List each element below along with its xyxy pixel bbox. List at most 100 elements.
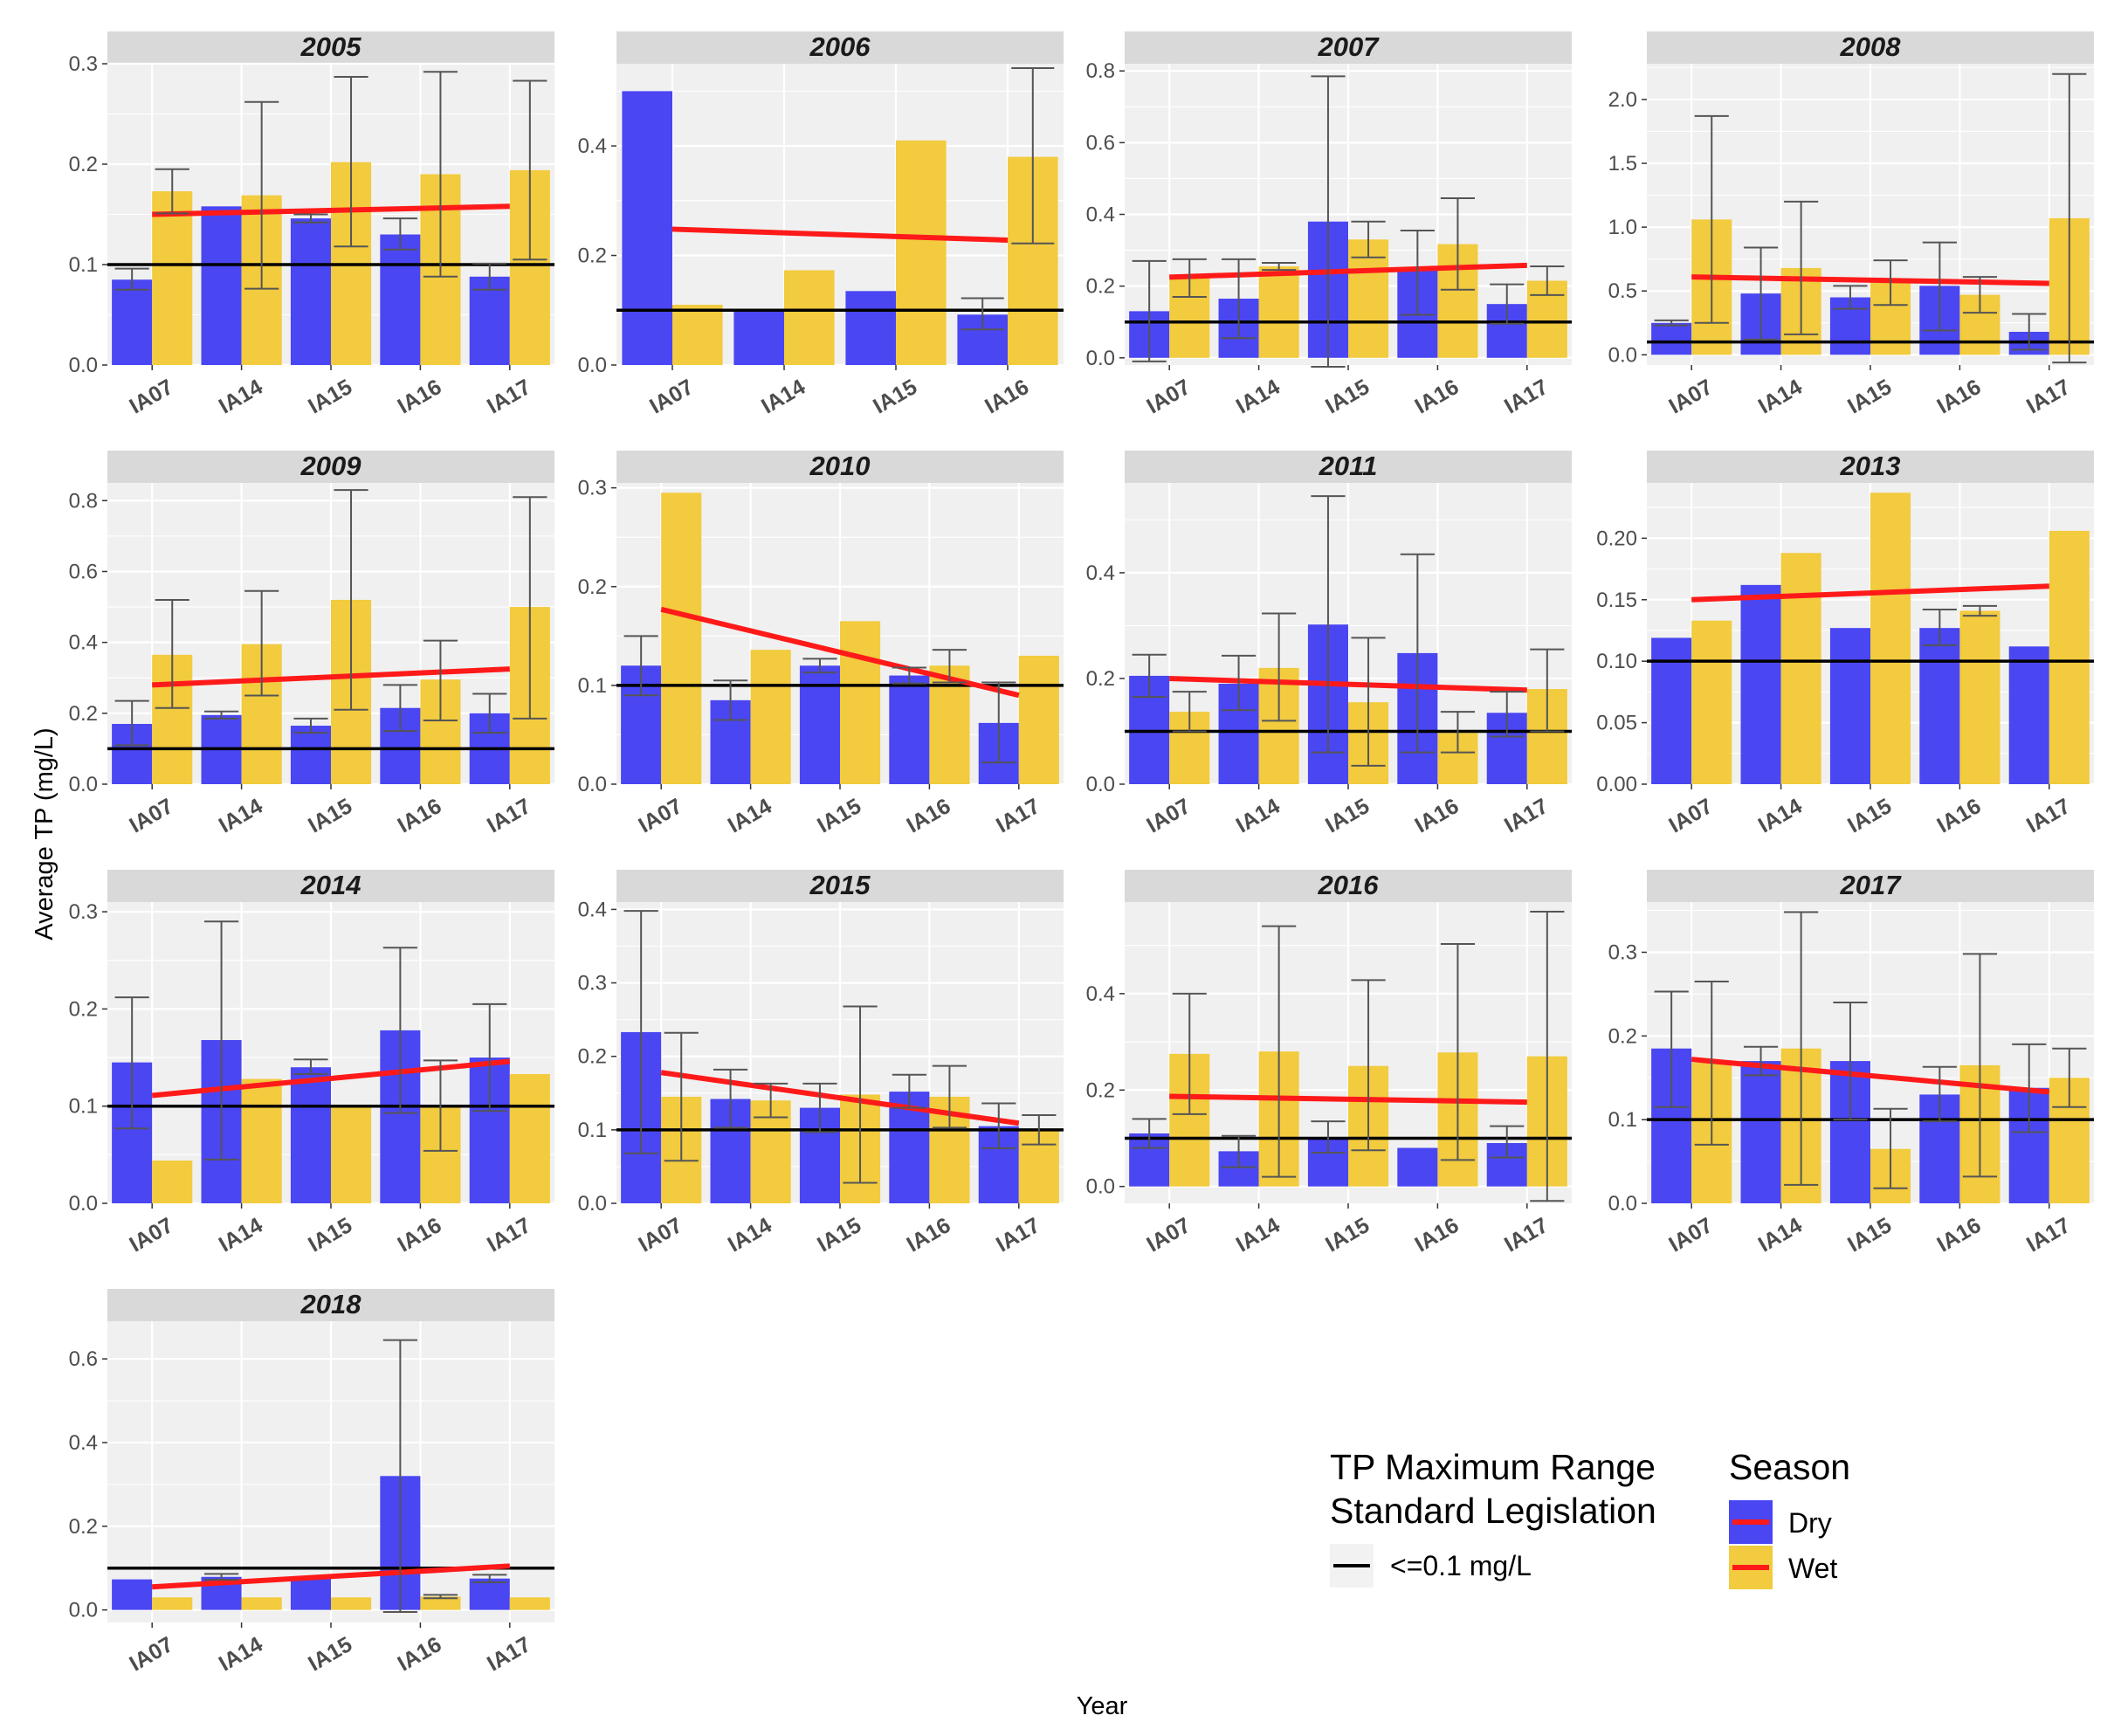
bar-wet-IA14 (784, 270, 835, 365)
facet-panel-2018: 2018 0.0 0.2 0.4 0.6 IA07 IA14 IA15 IA16 IA17 (69, 1289, 554, 1677)
y-tick-label: 0.8 (69, 489, 98, 513)
y-tick-label: 0.00 (1596, 773, 1637, 796)
y-tick-label: 0.2 (69, 702, 98, 726)
y-tick-label: 0.3 (69, 52, 98, 76)
x-tick-label: IA14 (215, 794, 267, 838)
x-tick-label: IA17 (483, 1632, 535, 1677)
bar-wet-IA07 (152, 191, 193, 365)
trend-line (660, 606, 1020, 699)
y-tick-label: 0.0 (69, 354, 98, 377)
y-tick-label: 0.2 (1608, 1024, 1637, 1048)
y-tick-label: 0.2 (69, 153, 98, 176)
facet-panel-2017: 2017 0.0 0.1 0.2 0.3 IA07 IA14 IA15 IA16 IA17 (1608, 870, 2094, 1257)
x-tick-label: IA07 (125, 375, 177, 419)
bar-wet-IA07 (152, 1597, 193, 1610)
y-tick-label: 0.2 (578, 1045, 607, 1069)
strip-background (616, 451, 1064, 483)
strip-background (107, 870, 554, 902)
x-tick-label: IA07 (1664, 794, 1717, 838)
bar-dry-IA15 (290, 726, 331, 784)
x-tick-label: IA17 (1500, 794, 1553, 838)
x-tick-label: IA15 (1843, 375, 1896, 419)
bar-dry-IA17 (469, 1578, 510, 1610)
facet-panel-2008: 2008 0.0 0.5 1.0 1.5 2.0 IA07 IA14 IA15 IA16 IA17 (1608, 31, 2094, 419)
x-tick-label: IA16 (1411, 794, 1463, 838)
y-tick-label: 0.0 (578, 1192, 607, 1216)
y-tick-label: 0.5 (1608, 279, 1637, 303)
x-tick-label: IA15 (304, 794, 356, 838)
facet-title: 2006 (809, 31, 871, 62)
y-tick-label: 0.10 (1596, 650, 1637, 673)
x-tick-label: IA17 (483, 1213, 535, 1257)
facet-panels: 2005 0.0 0.1 0.2 0.3 IA07 IA14 IA15 IA16 IA17 2006… (69, 31, 2094, 1677)
facet-title: 2009 (300, 451, 362, 481)
trend-line (152, 203, 510, 217)
strip-background (1125, 31, 1572, 64)
facet-title: 2017 (1840, 870, 1903, 900)
bar-wet-IA17 (509, 1073, 550, 1203)
bar-wet-IA15 (331, 1106, 372, 1203)
bar-wet-IA14 (1258, 266, 1299, 358)
facet-title: 2007 (1318, 31, 1381, 62)
trend-line (1691, 1057, 2050, 1095)
y-tick-label: 0.2 (578, 245, 607, 268)
bar-dry-IA14 (201, 206, 242, 365)
bar-wet-IA07 (1691, 620, 1732, 784)
strip-background (616, 31, 1064, 64)
facet-panel-2011: 2011 0.0 0.2 0.4 IA07 IA14 IA15 IA16 IA17 (1086, 451, 1572, 838)
y-tick-label: 0.2 (69, 997, 98, 1021)
facet-title: 2015 (809, 870, 871, 900)
x-tick-label: IA15 (304, 1213, 356, 1257)
bar-wet-IA16 (420, 1596, 461, 1610)
x-tick-label: IA16 (394, 794, 446, 838)
y-tick-label: 2.0 (1608, 88, 1637, 112)
bar-wet-IA15 (1870, 493, 1911, 784)
x-tick-label: IA07 (1664, 1213, 1717, 1257)
y-tick-label: 0.1 (578, 1119, 607, 1142)
y-tick-label: 0.0 (69, 773, 98, 796)
x-tick-label: IA14 (1754, 1213, 1807, 1257)
y-tick-label: 0.2 (69, 1515, 98, 1539)
bar-wet-IA07 (672, 305, 723, 365)
x-tick-label: IA07 (125, 794, 177, 838)
y-tick-label: 0.0 (1086, 347, 1115, 370)
x-tick-label: IA16 (1933, 1213, 1986, 1257)
legend-standard-label: <=0.1 mg/L (1390, 1550, 1532, 1581)
bar-dry-IA14 (1740, 1061, 1781, 1203)
y-tick-label: 0.3 (578, 972, 607, 995)
y-tick-label: 0.0 (578, 773, 607, 796)
strip-background (107, 31, 554, 64)
x-tick-label: IA17 (992, 1213, 1044, 1257)
x-tick-label: IA17 (2022, 794, 2075, 838)
y-tick-label: 0.0 (69, 1599, 98, 1622)
trend-line (660, 1070, 1020, 1126)
y-tick-label: 0.0 (69, 1192, 98, 1216)
facet-title: 2014 (300, 870, 362, 900)
trend-line (152, 1563, 510, 1590)
bar-dry-IA07 (112, 1579, 153, 1610)
facet-panel-2006: 2006 0.0 0.2 0.4 IA07 IA14 IA15 IA16 (578, 31, 1064, 419)
x-tick-label: IA07 (634, 794, 686, 838)
facet-panel-2010: 2010 0.0 0.1 0.2 0.3 IA07 IA14 IA15 IA16 IA17 (578, 451, 1064, 838)
facet-panel-2007: 2007 0.0 0.2 0.4 0.6 0.8 IA07 IA14 IA15 IA16 IA17 (1086, 31, 1572, 419)
bar-dry-IA17 (469, 276, 510, 365)
strip-background (1647, 870, 2094, 902)
bar-wet-IA14 (241, 1597, 282, 1610)
strip-background (107, 1289, 554, 1321)
y-tick-label: 0.4 (578, 134, 607, 158)
y-tick-label: 0.2 (1086, 275, 1115, 299)
x-tick-label: IA17 (2022, 375, 2075, 419)
x-tick-label: IA07 (125, 1213, 177, 1257)
x-tick-label: IA07 (1664, 375, 1717, 419)
facet-title: 2010 (809, 451, 871, 481)
x-tick-label: IA14 (1754, 375, 1807, 419)
legend-dry-label: Dry (1788, 1507, 1832, 1539)
facet-panel-2009: 2009 0.0 0.2 0.4 0.6 0.8 IA07 IA14 IA15 IA16 IA17 (69, 451, 554, 838)
x-tick-label: IA15 (1321, 1213, 1374, 1257)
y-tick-label: 0.4 (1086, 561, 1115, 585)
x-tick-label: IA15 (1321, 794, 1374, 838)
legend-season-title: Season (1729, 1447, 1850, 1487)
facet-panel-2005: 2005 0.0 0.1 0.2 0.3 IA07 IA14 IA15 IA16 IA17 (69, 31, 554, 419)
y-tick-label: 0.20 (1596, 527, 1637, 550)
